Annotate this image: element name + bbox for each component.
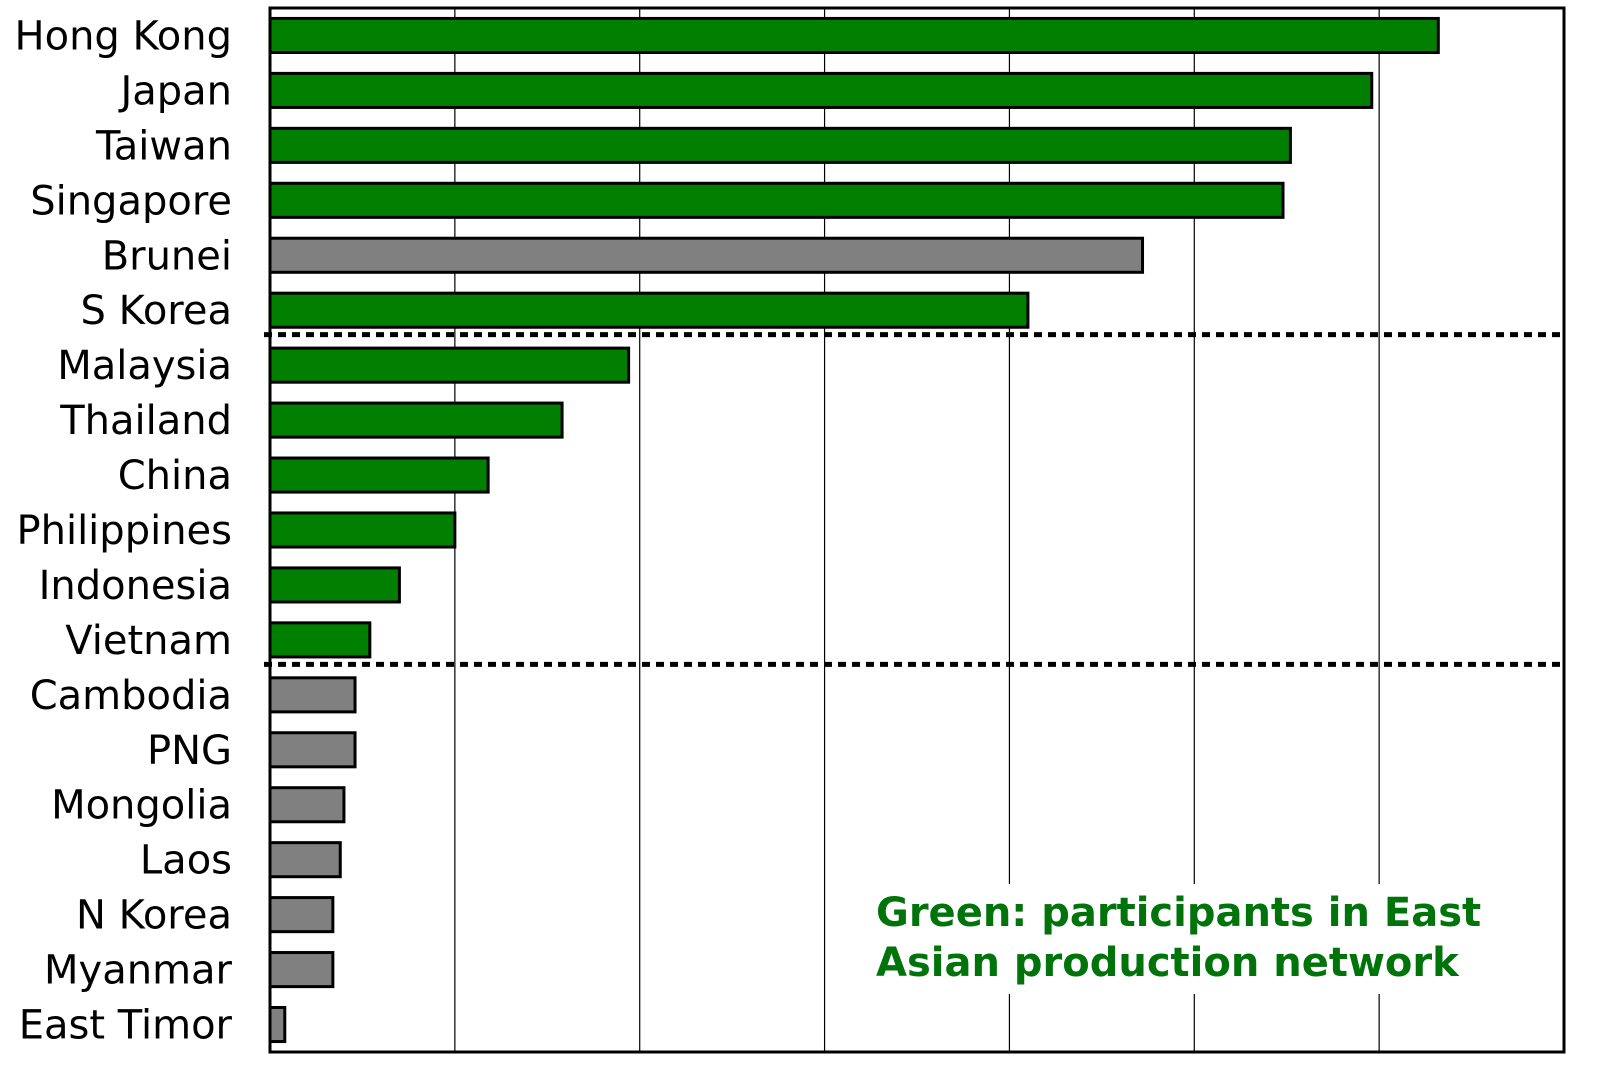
category-label-n-korea: N Korea xyxy=(76,893,232,939)
category-label-cambodia: Cambodia xyxy=(30,673,232,719)
bar-vietnam xyxy=(268,621,372,659)
category-label-philippines: Philippines xyxy=(16,508,232,554)
annotation-line-2: Asian production network xyxy=(876,940,1460,986)
bar-png xyxy=(268,731,357,769)
bars xyxy=(268,16,1440,1044)
bar-hong-kong xyxy=(268,16,1440,55)
bar-n-korea xyxy=(268,896,335,934)
category-label-hong-kong: Hong Kong xyxy=(15,13,232,59)
category-label-s-korea: S Korea xyxy=(80,288,232,334)
category-label-taiwan: Taiwan xyxy=(95,123,232,169)
category-label-myanmar: Myanmar xyxy=(44,948,233,994)
annotation-line-1: Green: participants in East xyxy=(876,890,1481,936)
bar-brunei xyxy=(268,236,1145,274)
category-label-china: China xyxy=(118,453,232,499)
category-label-png: PNG xyxy=(147,728,232,774)
category-label-east-timor: East Timor xyxy=(19,1003,233,1049)
category-label-japan: Japan xyxy=(117,68,232,114)
bar-china xyxy=(268,456,490,494)
category-label-indonesia: Indonesia xyxy=(39,563,232,609)
bar-east-timor xyxy=(268,1005,287,1044)
plot-frame xyxy=(268,6,1566,1054)
bar-cambodia xyxy=(268,676,357,714)
bar-laos xyxy=(268,841,342,879)
group-dividers xyxy=(264,332,1564,667)
category-label-malaysia: Malaysia xyxy=(57,343,232,389)
category-label-singapore: Singapore xyxy=(30,178,232,224)
bar-singapore xyxy=(268,181,1285,219)
bar-s-korea xyxy=(268,291,1030,329)
category-label-mongolia: Mongolia xyxy=(51,783,232,829)
bar-myanmar xyxy=(268,951,335,989)
annotation-background xyxy=(866,884,1526,994)
category-label-thailand: Thailand xyxy=(59,398,232,444)
category-label-vietnam: Vietnam xyxy=(65,618,232,664)
category-label-brunei: Brunei xyxy=(102,233,232,279)
bar-mongolia xyxy=(268,786,346,824)
bar-taiwan xyxy=(268,126,1292,164)
category-labels: Hong Kong Japan Taiwan Singapore Brunei S Kor… xyxy=(15,13,233,1048)
bar-japan xyxy=(268,71,1374,109)
bar-thailand xyxy=(268,401,564,439)
bar-malaysia xyxy=(268,346,631,384)
category-label-laos: Laos xyxy=(140,838,232,884)
bar-philippines xyxy=(268,511,457,549)
bar-indonesia xyxy=(268,566,401,604)
